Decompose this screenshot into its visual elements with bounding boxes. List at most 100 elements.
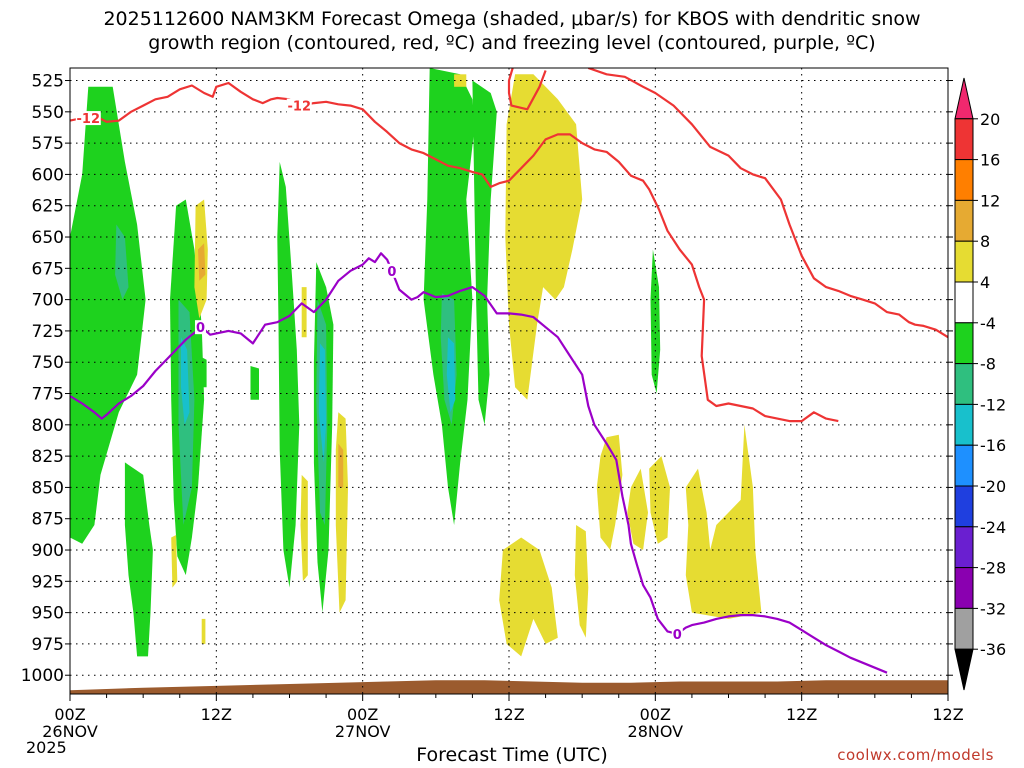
omega-region-29: [201, 618, 206, 644]
y-tick-label-825: 825: [32, 447, 64, 467]
omega-region-6: [472, 80, 497, 425]
x-tick-label-2: 00Z: [347, 705, 378, 724]
contour-label-3-1: 0: [387, 265, 396, 280]
omega-region-31: [198, 243, 206, 281]
contour-label-3-0: 0: [196, 321, 205, 336]
y-tick-label-875: 875: [32, 510, 64, 530]
omega-region-22: [499, 537, 558, 657]
y-tick-label-600: 600: [32, 165, 64, 185]
colorbar-swatch-6: [954, 322, 974, 365]
chart-title-line-2: growth region (contoured, red, ºC) and f…: [148, 32, 876, 54]
chart-title-line-1: 2025112600 NAM3KM Forecast Omega (shaded…: [103, 8, 921, 30]
colorbar-label-9: -20: [980, 477, 1006, 496]
x-tick-label-1: 12Z: [201, 705, 232, 724]
omega-region-14: [181, 337, 190, 425]
colorbar-label-7: -12: [980, 395, 1006, 414]
colorbar: 20 16 12 8 4 -4 -8 -12 -16 -20 -24 -28 -32 -36: [954, 77, 1006, 691]
x-tick-date-4: 28NOV: [628, 722, 684, 741]
colorbar-swatch-2: [954, 159, 974, 201]
y-tick-label-625: 625: [32, 197, 64, 217]
colorbar-swatch-10: [954, 485, 974, 528]
colorbar-label-3: 8: [980, 232, 990, 251]
y-tick-label-575: 575: [32, 134, 64, 154]
omega-region-20: [301, 287, 307, 338]
colorbar-bottom-triangle: [954, 648, 974, 691]
year-label: 2025: [26, 738, 67, 757]
omega-region-23: [574, 525, 589, 638]
y-tick-label-700: 700: [32, 291, 64, 311]
x-tick-label-3: 12Z: [493, 705, 524, 724]
omega-region-10: [115, 224, 129, 300]
omega-region-28: [171, 535, 178, 588]
x-tick-date-2: 27NOV: [335, 722, 391, 741]
colorbar-label-6: -8: [980, 355, 996, 374]
omega-region-8: [250, 366, 259, 400]
colorbar-swatch-5: [954, 281, 974, 324]
x-tick-label-5: 12Z: [786, 705, 817, 724]
y-tick-label-750: 750: [32, 353, 64, 373]
colorbar-label-13: -36: [980, 640, 1006, 659]
contour-lines: -12 -12 0 0 0: [70, 68, 948, 674]
x-tick-label-0: 00Z: [54, 705, 85, 724]
colorbar-swatch-9: [954, 444, 974, 487]
contour-label-bg-0-1: [286, 98, 312, 113]
omega-region-25: [627, 468, 648, 550]
colorbar-label-1: 16: [980, 151, 1000, 170]
contour-label-0-1: -12: [288, 100, 312, 115]
y-tick-label-900: 900: [32, 541, 64, 561]
y-tick-label-1000: 1000: [21, 666, 64, 686]
colorbar-swatch-11: [954, 526, 974, 569]
y-tick-label-925: 925: [32, 572, 64, 592]
y-tick-label-775: 775: [32, 385, 64, 405]
contour-line-0: [70, 81, 839, 423]
colorbar-label-12: -32: [980, 599, 1006, 618]
colorbar-label-11: -28: [980, 559, 1006, 578]
colorbar-swatch-8: [954, 403, 974, 446]
y-tick-label-975: 975: [32, 635, 64, 655]
colorbar-swatch-3: [954, 199, 974, 242]
colorbar-label-8: -16: [980, 436, 1006, 455]
colorbar-swatch-12: [954, 567, 974, 609]
contour-line-2: [587, 68, 948, 339]
y-tick-label-525: 525: [32, 72, 64, 92]
omega-region-32: [338, 443, 344, 488]
y-tick-label-550: 550: [32, 103, 64, 123]
omega-region-15: [318, 343, 327, 463]
contour-label-bg-3-1: [386, 263, 398, 278]
colorbar-label-10: -24: [980, 518, 1006, 537]
omega-region-9: [199, 356, 207, 388]
x-tick-label-6: 12Z: [932, 705, 963, 724]
colorbar-label-5: -4: [980, 314, 996, 333]
omega-region-26: [649, 456, 670, 544]
omega-shading: [70, 68, 762, 657]
x-axis-title: Forecast Time (UTC): [416, 744, 608, 766]
x-tick-date-0: 26NOV: [42, 722, 98, 741]
contour-label-0-0: -12: [77, 112, 101, 127]
y-axis: 525 550 575 600 625 650 675 700 725 750 775 800 825 8…: [21, 72, 953, 686]
credit-link[interactable]: coolwx.com/models: [837, 746, 994, 764]
contour-label-bg-0-0: [75, 111, 101, 126]
colorbar-label-2: 12: [980, 191, 1000, 210]
y-tick-label-675: 675: [32, 259, 64, 279]
colorbar-label-4: 4: [980, 273, 990, 292]
omega-region-17: [505, 74, 583, 400]
colorbar-swatch-1: [954, 118, 974, 161]
omega-region-27: [685, 424, 762, 619]
omega-region-0: [70, 86, 146, 544]
contour-label-bg-3-2: [671, 626, 683, 641]
colorbar-label-0: 20: [980, 110, 1000, 129]
y-tick-label-850: 850: [32, 478, 64, 498]
colorbar-swatch-7: [954, 363, 974, 405]
contour-line-1: [507, 68, 547, 111]
colorbar-swatch-4: [954, 240, 974, 283]
colorbar-swatch-13: [954, 607, 974, 650]
omega-region-3: [277, 161, 300, 588]
omega-region-21: [300, 474, 308, 582]
colorbar-top-triangle: [954, 77, 974, 120]
omega-region-1: [124, 462, 153, 657]
y-tick-label-800: 800: [32, 416, 64, 436]
y-tick-label-950: 950: [32, 604, 64, 624]
